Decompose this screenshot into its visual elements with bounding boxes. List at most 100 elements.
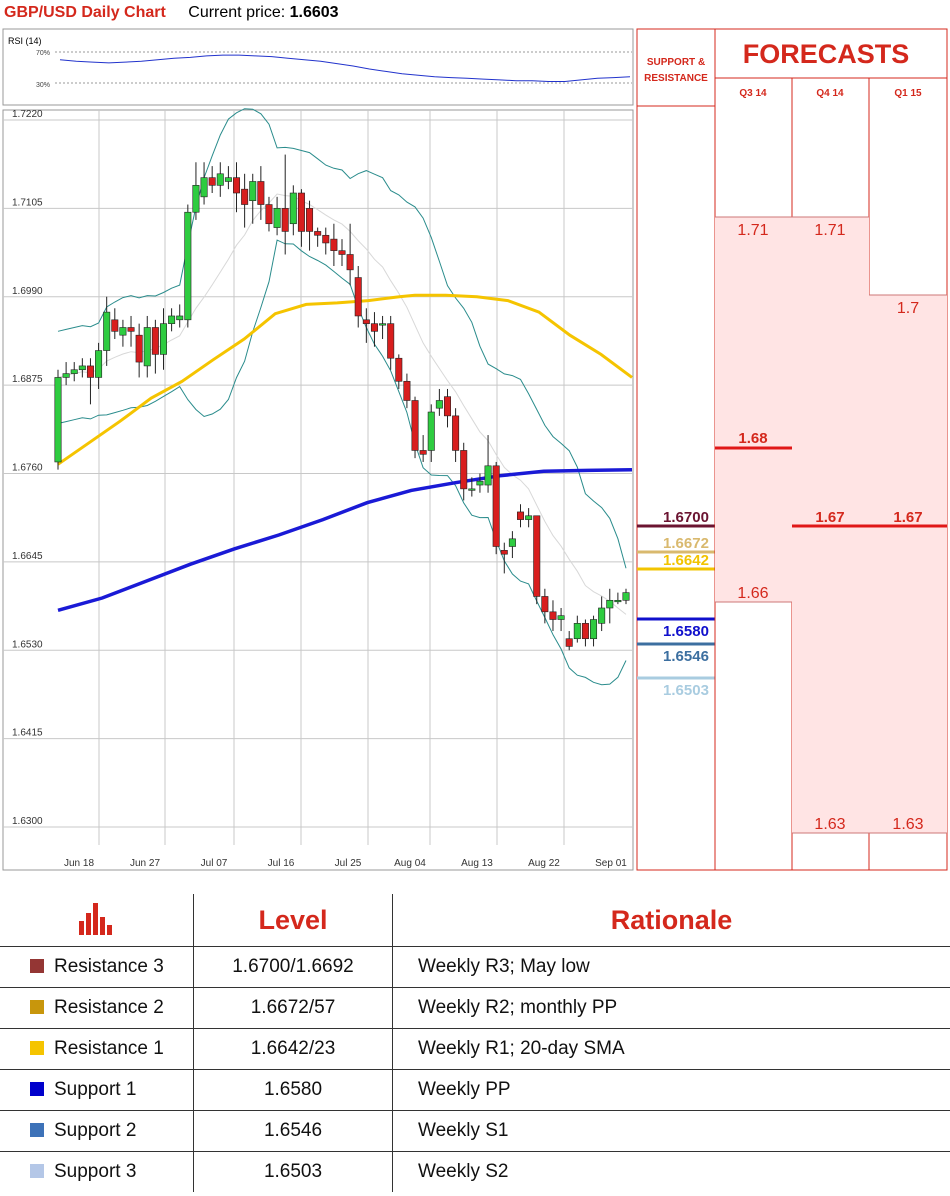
- level-value: 1.6642/23: [193, 1028, 393, 1070]
- candle: [614, 592, 622, 605]
- candle: [135, 323, 143, 378]
- candle: [62, 362, 70, 386]
- level-name-cell: Resistance 3: [0, 946, 194, 988]
- candle: [159, 308, 167, 370]
- level-name-cell: Support 3: [0, 1151, 194, 1192]
- y-tick-label: 1.6875: [12, 374, 43, 385]
- forecast-range-q3: [715, 217, 792, 602]
- candle: [289, 185, 297, 236]
- candle: [387, 315, 395, 370]
- sr-level-value: 1.6700: [663, 509, 709, 526]
- rationale-header: Rationale: [610, 904, 733, 935]
- rsi-level-70: 70%: [36, 50, 50, 57]
- candle: [216, 162, 224, 197]
- forecast-q4-high: 1.71: [814, 222, 845, 239]
- x-tick-label: Aug 04: [394, 858, 426, 869]
- current-price-value: 1.6603: [289, 4, 339, 21]
- candle: [500, 542, 508, 574]
- candle: [468, 477, 476, 497]
- forecast-q3-low: 1.66: [737, 585, 768, 602]
- candle: [151, 319, 159, 374]
- sr-level: 1.6642: [637, 552, 715, 571]
- candle: [622, 588, 630, 605]
- level-name-cell: Support 2: [0, 1110, 194, 1152]
- forecast-q1-low: 1.63: [892, 816, 923, 833]
- candle: [370, 312, 378, 347]
- candle: [70, 362, 78, 382]
- candle: [517, 504, 525, 528]
- candle: [435, 388, 443, 416]
- table-row: Resistance 3 1.6700/1.6692 Weekly R3; May …: [0, 946, 950, 988]
- candle: [379, 315, 387, 340]
- y-tick-label: 1.6760: [12, 463, 43, 474]
- price-panel: 1.7220 1.7105 1.6990 1.6875 1.6760 1.6645 1.65…: [2, 108, 634, 871]
- forecast-col-q3: Q3 14: [739, 88, 767, 99]
- candle: [103, 296, 111, 366]
- y-tick-label: 1.6990: [12, 286, 43, 297]
- table-icon-cell: [0, 894, 194, 947]
- forecasts-panel: FORECASTS Q3 14 Q4 14 Q1 15 1.71 1.68 1.…: [714, 28, 948, 871]
- level-color-swatch: [30, 1041, 44, 1055]
- sr-level-value: 1.6503: [663, 682, 709, 699]
- candle: [549, 600, 557, 632]
- level-color-swatch: [30, 1123, 44, 1137]
- level-color-swatch: [30, 959, 44, 973]
- x-tick-label: Jun 27: [130, 858, 160, 869]
- x-tick-label: Aug 13: [461, 858, 493, 869]
- sr-level-value: 1.6580: [663, 623, 709, 640]
- table-row: Resistance 1 1.6642/23 Weekly R1; 20-day S…: [0, 1028, 950, 1070]
- level-rationale: Weekly S1: [392, 1110, 950, 1152]
- candle: [533, 515, 541, 605]
- level-name-cell: Resistance 1: [0, 1028, 194, 1070]
- forecast-q4-low: 1.63: [814, 816, 845, 833]
- candle: [443, 388, 451, 428]
- level-name: Resistance 2: [54, 997, 164, 1018]
- forex-chart: RSI (14) 70% 30% 1.72201.71051.69901.687…: [2, 28, 948, 871]
- rsi-line: [59, 54, 631, 82]
- candle: [411, 396, 419, 459]
- candle: [419, 435, 427, 462]
- forecast-q3-mid: 1.68: [738, 430, 767, 447]
- candle: [143, 315, 151, 378]
- candle: [573, 615, 581, 643]
- forecast-q1-high: 1.7: [897, 300, 919, 317]
- sr-label-line1: SUPPORT &: [647, 57, 705, 68]
- sr-level-value: 1.6546: [663, 648, 709, 665]
- level-name: Resistance 1: [54, 1038, 164, 1059]
- level-rationale: Weekly S2: [392, 1151, 950, 1192]
- x-tick-label: Sep 01: [595, 858, 627, 869]
- sr-label-line2: RESISTANCE: [644, 73, 708, 84]
- forecast-col-q4: Q4 14: [816, 88, 844, 99]
- candle: [111, 308, 119, 340]
- level-value: 1.6672/57: [193, 987, 393, 1029]
- candle: [525, 508, 533, 528]
- candle: [427, 404, 435, 462]
- candle: [403, 373, 411, 409]
- candle: [322, 227, 330, 255]
- level-color-swatch: [30, 1082, 44, 1096]
- x-tick-label: Jul 07: [201, 858, 228, 869]
- candle: [86, 358, 94, 405]
- forecasts-title: FORECASTS: [743, 39, 910, 69]
- y-tick-label: 1.6645: [12, 551, 43, 562]
- candle: [176, 304, 184, 328]
- chart-title: GBP/USD Daily Chart: [4, 4, 166, 21]
- level-value: 1.6546: [193, 1110, 393, 1152]
- level-rationale: Weekly R3; May low: [392, 946, 950, 988]
- candle: [314, 227, 322, 247]
- table-row: Support 1 1.6580 Weekly PP: [0, 1069, 950, 1111]
- candle: [581, 619, 589, 647]
- candle: [192, 162, 200, 220]
- candle: [557, 607, 565, 632]
- candle: [395, 354, 403, 389]
- level-value: 1.6503: [193, 1151, 393, 1192]
- candle: [598, 596, 606, 632]
- candle: [565, 631, 573, 651]
- candle: [338, 239, 346, 267]
- sma55-line: [57, 293, 633, 466]
- sr-level: 1.6672: [637, 535, 715, 554]
- level-rationale: Weekly R1; 20-day SMA: [392, 1028, 950, 1070]
- level-name: Support 1: [54, 1079, 137, 1100]
- table-row: Support 3 1.6503 Weekly S2: [0, 1151, 950, 1192]
